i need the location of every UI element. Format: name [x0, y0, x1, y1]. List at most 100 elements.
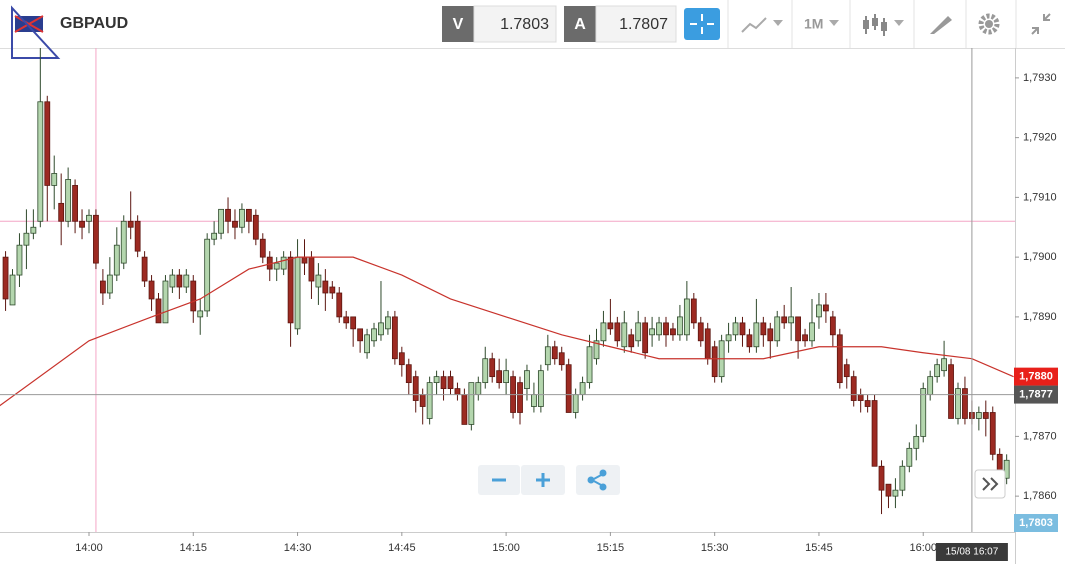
- candle-body: [225, 208, 231, 222]
- symbol: GBPAUD: [60, 15, 128, 32]
- candle-body: [670, 328, 676, 336]
- candle-body: [99, 280, 106, 294]
- candle-body: [155, 298, 162, 324]
- candle-body: [531, 394, 537, 407]
- candle-body: [350, 316, 357, 330]
- candle-body: [663, 322, 669, 336]
- candle-body: [524, 370, 530, 389]
- candle-body: [962, 388, 968, 419]
- collapse-icon[interactable]: [1031, 13, 1051, 35]
- candle-body: [433, 376, 440, 384]
- candle-body: [955, 388, 961, 419]
- x-tick-label: 14:00: [75, 542, 103, 554]
- candle-body: [412, 376, 419, 401]
- x-tick-label: 14:45: [388, 542, 416, 554]
- candle-body: [774, 316, 781, 342]
- candle-body: [948, 364, 954, 419]
- candle-body: [16, 244, 23, 276]
- candle-body: [558, 352, 565, 366]
- candle-icon-body: [881, 22, 887, 31]
- candle-body: [113, 244, 120, 276]
- dropdown-arrow: [894, 20, 904, 26]
- candle-body: [232, 220, 238, 228]
- candle-body: [871, 400, 878, 467]
- share-button[interactable]: [576, 465, 620, 495]
- flag-cross: [14, 15, 44, 33]
- share-dot: [599, 469, 607, 477]
- candle-body: [586, 346, 593, 384]
- price-tag: [1014, 514, 1058, 532]
- candle-body: [301, 256, 308, 264]
- candle-body: [892, 489, 899, 497]
- candle-body: [565, 364, 572, 413]
- candle-body: [690, 298, 697, 324]
- candle-body: [579, 382, 586, 395]
- candle-body: [447, 376, 454, 389]
- share-dot: [587, 476, 595, 484]
- price-tag: [1014, 367, 1058, 386]
- candle-body: [628, 334, 635, 348]
- candle-body: [989, 412, 996, 455]
- candle-body: [23, 232, 30, 246]
- y-tick-label: 1,7920: [1023, 132, 1057, 144]
- candle-body: [252, 214, 259, 240]
- candle-body: [65, 179, 72, 222]
- candle-body: [190, 280, 197, 312]
- candle-body: [315, 274, 322, 288]
- candle-body: [44, 101, 51, 186]
- candle-body: [245, 208, 252, 222]
- candle-body: [371, 328, 377, 342]
- share-dot: [599, 483, 607, 491]
- candle-body: [913, 435, 920, 449]
- chart-type-icon[interactable]: [741, 17, 767, 33]
- candle-body: [239, 208, 245, 228]
- candle-body: [760, 322, 767, 336]
- candle-body: [183, 274, 190, 288]
- x-tick-label: 15:45: [805, 542, 833, 554]
- y-tick-label: 1,7860: [1023, 490, 1057, 502]
- candle-body: [642, 322, 649, 354]
- candle-body: [357, 328, 364, 342]
- y-tick-label: 1,7870: [1023, 430, 1057, 442]
- candle-body: [405, 364, 412, 384]
- candle-body: [176, 274, 183, 288]
- x-tick-label: 15:00: [492, 542, 520, 554]
- candle-body: [725, 334, 732, 342]
- settings-icon[interactable]: [978, 13, 1000, 35]
- candle-body: [593, 340, 600, 360]
- candle-icon-body: [863, 20, 869, 29]
- candle-body: [885, 483, 892, 497]
- candle-body: [86, 214, 92, 222]
- candle-body: [517, 382, 523, 413]
- candle-body: [767, 328, 774, 342]
- candle-body: [419, 394, 426, 407]
- dropdown-arrow: [829, 20, 839, 26]
- bid-label: V: [453, 16, 464, 33]
- candle-body: [468, 382, 475, 425]
- candle-body: [51, 173, 58, 186]
- crosshair-time-box: [935, 543, 1008, 561]
- candle-body: [711, 346, 718, 378]
- header: GBPAUD V 1.7803 A 1.7807 1M: [0, 0, 1065, 59]
- bid-box[interactable]: [473, 5, 557, 43]
- candle-body: [93, 214, 99, 264]
- candle-body: [816, 304, 822, 318]
- candle-body: [621, 322, 628, 348]
- ask-box[interactable]: [595, 5, 677, 43]
- candle-body: [162, 280, 169, 324]
- candle-body: [37, 101, 44, 222]
- candle-body: [127, 220, 134, 228]
- candle-body: [385, 316, 391, 330]
- draw-icon[interactable]: [930, 16, 952, 34]
- candle-body: [906, 447, 913, 467]
- candle-body: [496, 370, 503, 384]
- candle-body: [836, 334, 843, 384]
- timeframe[interactable]: 1M: [804, 16, 823, 32]
- candle-body: [864, 400, 871, 407]
- candle-body: [649, 328, 656, 336]
- candle-body: [398, 352, 405, 366]
- candle-body: [211, 232, 218, 240]
- candle-body: [426, 382, 433, 419]
- candle-body: [934, 364, 941, 378]
- crosshair-button[interactable]: [684, 8, 720, 40]
